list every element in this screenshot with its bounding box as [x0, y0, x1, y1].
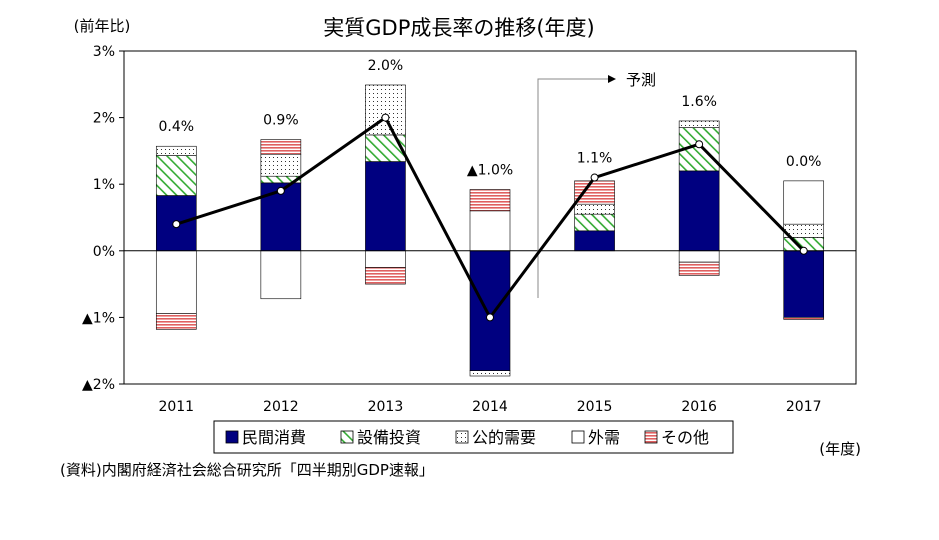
gdp-growth-labels: 0.4% 0.9% 2.0% ▲1.0% 1.1% 1.6% 0.0% — [158, 58, 821, 179]
y-axis: 3% 2% 1% 0% ▲1% ▲2% — [82, 44, 124, 393]
legend-swatch — [225, 430, 239, 444]
x-tick-label: 2016 — [681, 399, 717, 415]
bar-segment — [678, 261, 720, 276]
line-point — [276, 186, 285, 195]
y-tick-label: 3% — [93, 44, 115, 60]
bar-segment — [260, 153, 302, 177]
legend-label: 公的需要 — [472, 428, 536, 447]
line-point — [695, 140, 704, 149]
bar-segment — [155, 145, 197, 156]
bar-segment — [365, 161, 406, 252]
bar-segment — [469, 370, 511, 377]
x-tick-label: 2012 — [263, 399, 299, 415]
line-point — [590, 173, 599, 182]
x-tick-label: 2011 — [158, 399, 194, 415]
data-label: 2.0% — [368, 58, 404, 74]
bar-segment — [365, 267, 406, 285]
bar-segment — [574, 203, 615, 215]
bar-segment — [574, 213, 615, 232]
bar-segment — [783, 250, 825, 318]
bar-segment — [365, 134, 406, 162]
y-tick-label: 2% — [93, 111, 115, 127]
legend: 民間消費 設備投資 公的需要 外需 その他 — [213, 420, 734, 454]
x-tick-label: 2017 — [786, 399, 822, 415]
axes — [123, 50, 857, 385]
y-tick-label: ▲1% — [82, 310, 115, 326]
x-tick-label: 2014 — [472, 399, 508, 415]
legend-label: 設備投資 — [357, 428, 421, 447]
legend-swatch — [644, 430, 658, 444]
data-label: 0.9% — [263, 113, 299, 129]
y-tick-label: ▲2% — [82, 377, 115, 393]
stacked-bars — [155, 84, 825, 377]
gdp-growth-line — [172, 113, 808, 322]
bar-segment — [469, 189, 511, 212]
legend-swatch — [455, 430, 469, 444]
legend-label: 外需 — [588, 428, 620, 447]
x-tick-label: 2015 — [577, 399, 613, 415]
plot-frame — [123, 50, 857, 385]
y-tick-label: 0% — [93, 244, 115, 260]
x-axis-tick-labels: 2011 2012 2013 2014 2015 2016 2017 — [158, 399, 821, 415]
bar-segment — [783, 180, 825, 225]
line-point — [486, 313, 494, 322]
data-label: 0.0% — [786, 154, 822, 170]
bar-segment — [783, 317, 825, 320]
legend-label: 民間消費 — [242, 428, 306, 447]
bar-segment — [469, 210, 511, 252]
chart-title: 実質GDP成長率の推移(年度) — [323, 16, 595, 40]
forecast-arrow-icon — [608, 75, 616, 83]
data-label: 1.6% — [681, 94, 717, 110]
data-label: ▲1.0% — [467, 163, 513, 179]
data-label: 0.4% — [158, 119, 194, 135]
line-point — [799, 246, 808, 255]
forecast-label: 予測 — [626, 71, 656, 89]
bar-segment — [574, 180, 615, 205]
bar-segment — [574, 230, 615, 252]
legend-label: その他 — [661, 428, 709, 447]
forecast-bracket-line — [537, 78, 608, 298]
bar-segment — [155, 250, 197, 314]
bar-segment — [155, 155, 197, 196]
bar-segment — [469, 250, 511, 371]
data-label: 1.1% — [577, 151, 613, 167]
bar-segment — [678, 170, 720, 252]
bar-segment — [678, 250, 720, 263]
forecast-marker: 予測 — [537, 71, 656, 298]
bar-segment — [678, 120, 720, 128]
legend-swatch — [340, 430, 354, 444]
x-axis-unit-label: (年度) — [819, 440, 861, 458]
bar-segment — [155, 313, 197, 330]
bar-segment — [365, 84, 406, 136]
y-tick-label: 1% — [93, 177, 115, 193]
bar-segment — [260, 139, 302, 155]
line-point — [381, 113, 390, 122]
bar-segment — [365, 250, 406, 268]
legend-swatch — [571, 430, 585, 444]
source-note: (資料)内閣府経済社会総合研究所「四半期別GDP速報」 — [60, 461, 434, 479]
line-point — [172, 220, 181, 229]
x-tick-label: 2013 — [368, 399, 404, 415]
bar-segment — [260, 250, 302, 300]
y-axis-unit-label: (前年比) — [74, 17, 131, 35]
